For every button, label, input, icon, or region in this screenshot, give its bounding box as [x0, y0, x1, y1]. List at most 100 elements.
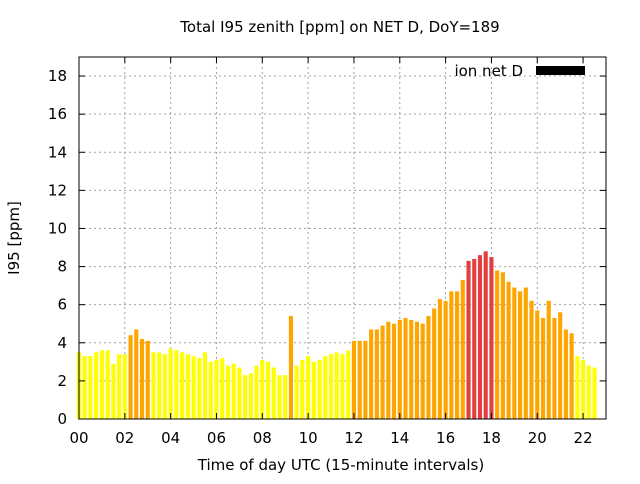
bar [414, 321, 420, 419]
x-tick-label: 20 [528, 429, 547, 447]
bar [82, 356, 87, 419]
legend-swatch [536, 66, 585, 75]
bar [260, 359, 265, 419]
x-tick-label: 04 [161, 429, 180, 447]
y-tick-label: 8 [57, 258, 67, 276]
bar [523, 287, 528, 419]
bar [552, 318, 557, 419]
legend-label: ion net D [454, 62, 523, 80]
y-tick-label: 12 [48, 181, 67, 199]
y-tick-label: 10 [48, 219, 67, 237]
x-tick-label: 06 [207, 429, 226, 447]
bar [323, 356, 328, 419]
bar [88, 356, 93, 419]
bar [180, 352, 185, 419]
bar [592, 367, 597, 419]
bar [271, 367, 276, 419]
bar [277, 375, 282, 419]
bar [369, 329, 374, 419]
bar [512, 287, 517, 419]
y-axis-label: I95 [ppm] [5, 201, 23, 275]
bar [214, 359, 219, 419]
bar [254, 365, 259, 419]
bar [535, 310, 540, 419]
bar [197, 358, 202, 419]
bar [437, 298, 442, 419]
bar [432, 308, 437, 419]
bar [128, 335, 133, 419]
bar [449, 291, 454, 419]
y-tick-label: 6 [57, 296, 67, 314]
bar [300, 359, 305, 419]
bar [386, 321, 391, 419]
bar [495, 270, 500, 419]
bar [363, 340, 368, 419]
bar [374, 329, 379, 419]
bar [586, 365, 591, 419]
chart-title: Total I95 zenith [ppm] on NET D, DoY=189 [179, 18, 499, 36]
bar [94, 352, 99, 419]
y-tick-label: 0 [57, 410, 67, 428]
bar [540, 318, 546, 419]
bar [306, 356, 311, 419]
bar [455, 291, 460, 419]
bar [340, 354, 345, 419]
bar [174, 350, 179, 419]
x-tick-label: 12 [344, 429, 363, 447]
bar [317, 359, 322, 419]
bar [409, 319, 414, 419]
bar [122, 354, 127, 419]
bar [283, 375, 288, 419]
bar [191, 356, 196, 419]
bar [546, 300, 551, 419]
bar-series [76, 251, 597, 419]
bar [185, 354, 190, 419]
bar [460, 279, 465, 419]
bar [563, 329, 568, 419]
bar [518, 291, 523, 419]
bar [237, 367, 242, 419]
bar [346, 350, 351, 419]
bar [145, 340, 150, 419]
bar [162, 354, 167, 419]
y-tick-label: 2 [57, 372, 67, 390]
bar [569, 333, 574, 419]
y-tick-label: 16 [48, 105, 67, 123]
y-tick-label: 18 [48, 67, 67, 85]
bar [483, 251, 488, 419]
bar [111, 363, 116, 419]
bar [351, 340, 357, 419]
x-tick-label: 22 [574, 429, 593, 447]
bar [248, 373, 253, 419]
bar [288, 316, 294, 419]
bar [380, 325, 385, 419]
plot-frame [78, 56, 607, 420]
bar [443, 300, 448, 419]
x-tick-label: 10 [299, 429, 318, 447]
x-tick-label: 00 [69, 429, 88, 447]
bar [500, 272, 505, 419]
bar [357, 340, 362, 419]
bar [202, 352, 208, 419]
bar [208, 361, 213, 419]
x-tick-label: 14 [390, 429, 409, 447]
bar [328, 354, 334, 419]
x-tick-label: 16 [436, 429, 455, 447]
y-tick-label: 14 [48, 143, 67, 161]
y-tick-label: 4 [57, 334, 67, 352]
x-axis-label: Time of day UTC (15-minute intervals) [197, 456, 484, 474]
bar [265, 361, 271, 419]
bar [426, 316, 431, 419]
bar [529, 300, 534, 419]
bar [466, 260, 471, 419]
bar [397, 319, 402, 419]
bar [99, 350, 104, 419]
bar [575, 356, 580, 419]
bar [105, 350, 110, 419]
bar [558, 312, 563, 419]
bar [472, 258, 477, 419]
x-tick-label: 02 [115, 429, 134, 447]
